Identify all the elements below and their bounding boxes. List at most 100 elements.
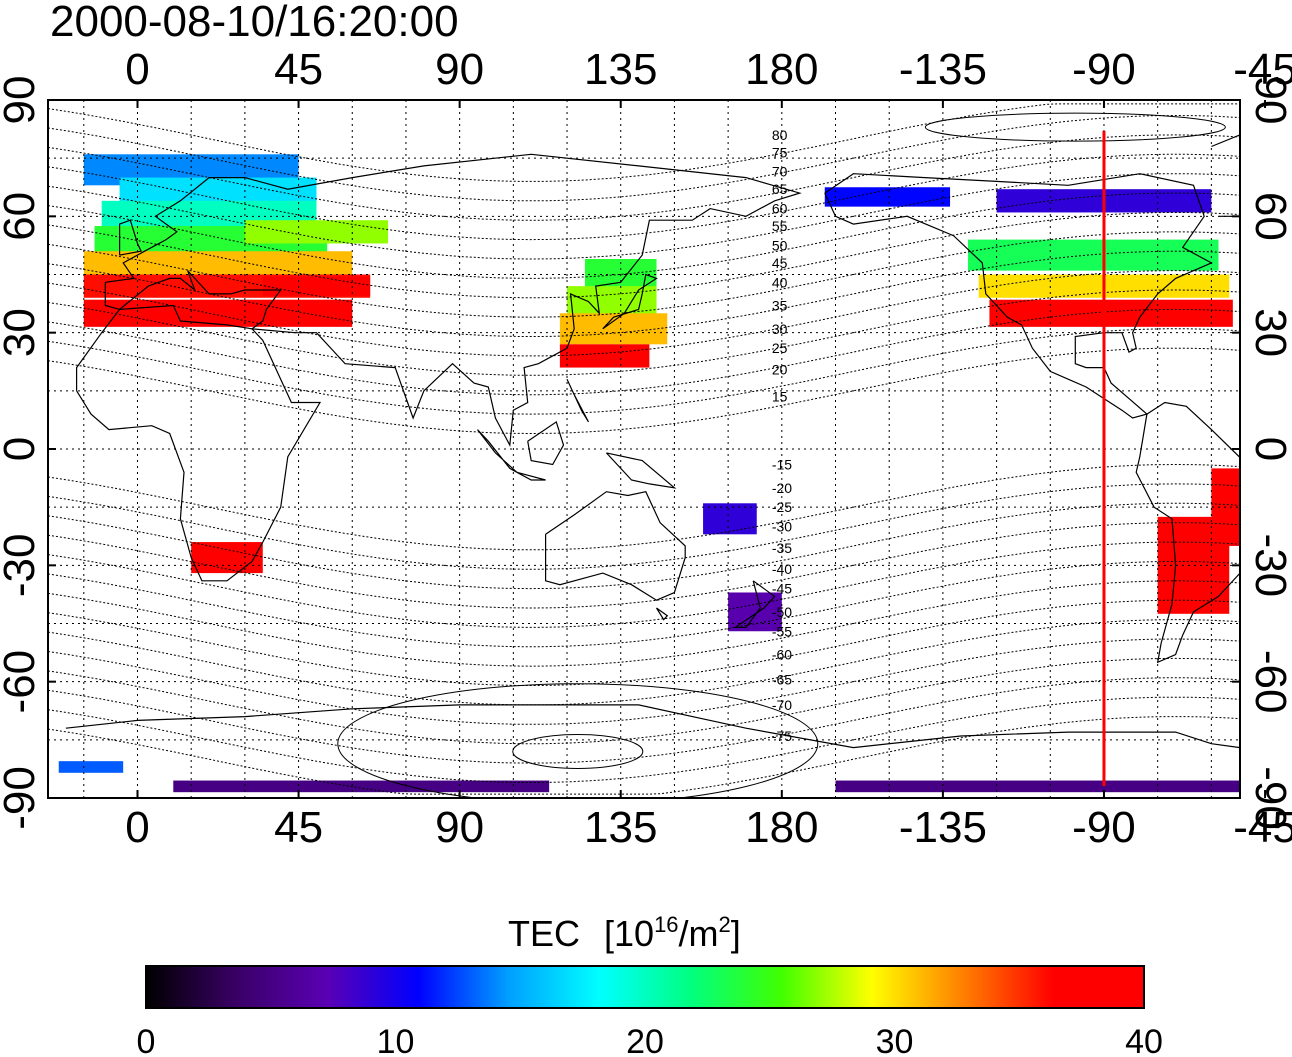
- y-tick-label: -90: [1246, 766, 1292, 830]
- y-tick-label: 0: [0, 437, 44, 461]
- x-tick-label: -135: [899, 803, 987, 852]
- map-frame-ticks: [48, 99, 1267, 799]
- colorbar-title-text: TEC: [508, 913, 580, 954]
- tec-patch: [83, 299, 353, 327]
- mlat-label: 45: [772, 255, 788, 271]
- y-tick-label: 60: [1246, 192, 1292, 241]
- mlat-contour: [48, 657, 1240, 745]
- coastline: [516, 471, 546, 481]
- mlat-label: 65: [772, 181, 788, 197]
- tec-patch: [967, 239, 1219, 271]
- colorbar-ticks: 0 10 20 30 40: [137, 1023, 1163, 1057]
- y-tick-label: 30: [0, 308, 44, 357]
- mlat-label: -45: [772, 581, 792, 597]
- coastlines: [65, 134, 1240, 749]
- tec-patch: [835, 780, 1240, 793]
- mlat-label: -15: [772, 457, 792, 473]
- mlat-label: 55: [772, 218, 788, 234]
- tec-patch: [824, 187, 951, 207]
- x-tick-label: 45: [274, 45, 323, 94]
- y-tick-label: -30: [1246, 534, 1292, 598]
- mlat-label: -30: [772, 519, 792, 535]
- mlat-label: 25: [772, 340, 788, 356]
- y-tick-label: -30: [0, 534, 44, 598]
- x-axis-bottom-labels: 0 45 90 135 180 -135 -90 -45: [125, 803, 1292, 852]
- svg-text:TEC [1016/m2]: TEC [1016/m2]: [508, 912, 741, 954]
- x-tick-label: -90: [1072, 45, 1136, 94]
- x-tick-label: 0: [125, 803, 149, 852]
- tec-patch: [173, 780, 550, 793]
- colorbar-tick-label: 40: [1125, 1023, 1163, 1057]
- mlat-label: -65: [772, 672, 792, 688]
- mlat-label: 40: [772, 274, 788, 290]
- x-tick-label: -135: [899, 45, 987, 94]
- x-tick-label: 180: [745, 45, 818, 94]
- mlat-label: 50: [772, 237, 788, 253]
- coastline: [566, 378, 590, 423]
- coastline: [733, 580, 776, 628]
- coastline: [65, 704, 1240, 749]
- lat-lon-grid: [48, 100, 1240, 798]
- tec-patch: [244, 220, 389, 244]
- colorbar-title: TEC [1016/m2]: [508, 912, 741, 954]
- tec-patch: [191, 542, 263, 574]
- x-tick-label: 0: [125, 45, 149, 94]
- mlat-contour: [48, 561, 1240, 648]
- tec-patch: [703, 503, 757, 535]
- x-tick-label: -45: [1233, 803, 1292, 852]
- magnetic-latitude-labels: 8075706560555045403530252015-15-20-25-30…: [772, 127, 792, 744]
- mlat-label: 15: [772, 389, 788, 405]
- south-pole-contour: [512, 733, 644, 769]
- mlat-label: 70: [772, 164, 788, 180]
- mlat-label: 30: [772, 321, 788, 337]
- x-tick-label: 180: [745, 803, 818, 852]
- mlat-label: 80: [772, 127, 788, 143]
- mlat-label: -35: [772, 540, 792, 556]
- mlat-label: 35: [772, 298, 788, 314]
- mlat-label: -60: [772, 647, 792, 663]
- tec-patch: [559, 344, 650, 368]
- coastline: [602, 273, 658, 330]
- x-tick-label: 135: [584, 45, 657, 94]
- figure-title: 2000-08-10/16:20:00: [50, 0, 459, 46]
- north-pole-contour: [924, 112, 1226, 142]
- coastline: [104, 153, 802, 448]
- coastline: [527, 420, 565, 466]
- x-tick-label: 90: [435, 45, 484, 94]
- y-tick-label: 90: [1246, 76, 1292, 125]
- mlat-label: -25: [772, 499, 792, 515]
- coastline: [824, 173, 1213, 419]
- x-tick-label: 90: [435, 803, 484, 852]
- x-tick-label: -90: [1072, 803, 1136, 852]
- mlat-label: -70: [772, 697, 792, 713]
- tec-patch: [559, 313, 668, 345]
- mlat-label: -55: [772, 623, 792, 639]
- tec-patch: [58, 761, 124, 773]
- y-tick-label: -90: [0, 766, 44, 830]
- south-pole-contour: [337, 683, 819, 798]
- colorbar-tick-label: 20: [626, 1023, 664, 1057]
- tec-patch: [989, 299, 1233, 327]
- mlat-contour: [48, 677, 1240, 764]
- tec-patch: [83, 251, 353, 275]
- y-tick-label: -60: [1246, 650, 1292, 714]
- tec-data-layer: [58, 154, 1240, 793]
- y-tick-label: 30: [1246, 308, 1292, 357]
- colorbar: [145, 965, 1145, 1009]
- mlat-label: 60: [772, 201, 788, 217]
- colorbar-tick-label: 30: [876, 1023, 914, 1057]
- coastline: [655, 607, 669, 621]
- y-tick-label: 90: [0, 76, 44, 125]
- x-axis-top-labels: 0 45 90 135 180 -135 -90 -45: [125, 45, 1292, 94]
- mlat-contour: [48, 716, 1240, 795]
- y-tick-label: 60: [0, 192, 44, 241]
- y-axis-right-labels: 90 60 30 0 -30 -60 -90: [1246, 76, 1292, 830]
- y-axis-left-labels: 90 60 30 0 -30 -60 -90: [0, 76, 44, 830]
- colorbar-tick-label: 10: [377, 1023, 415, 1057]
- x-tick-label: 135: [584, 803, 657, 852]
- mlat-contour: [48, 599, 1240, 686]
- coastline: [605, 452, 677, 489]
- mlat-label: -75: [772, 728, 792, 744]
- y-tick-label: -60: [0, 650, 44, 714]
